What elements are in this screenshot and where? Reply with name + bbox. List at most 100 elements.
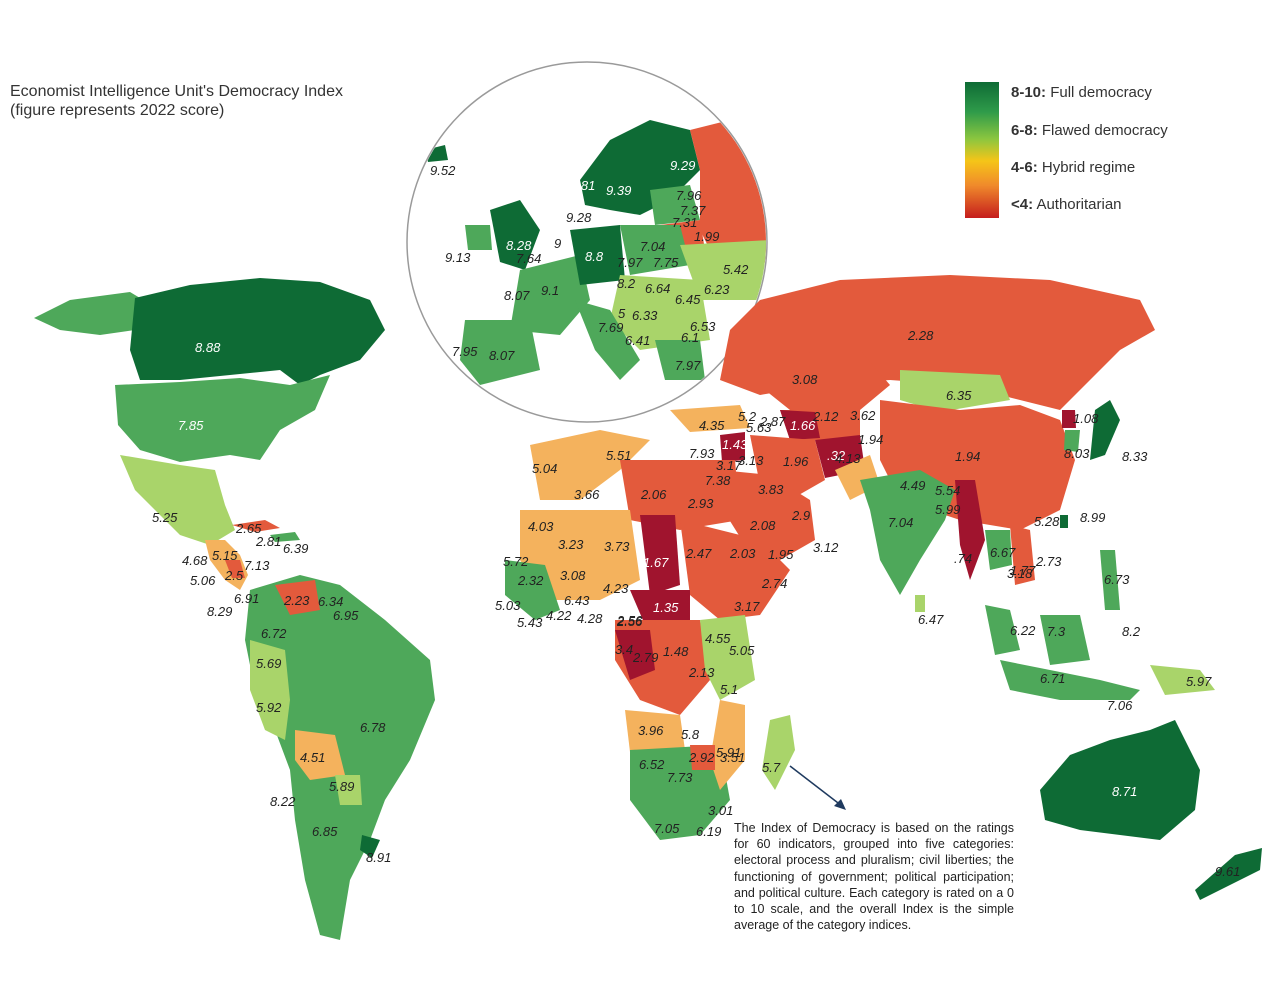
region-alaska xyxy=(34,292,140,335)
score-label-usa: 7.85 xyxy=(178,418,204,433)
score-label-bhutan: 5.54 xyxy=(935,483,960,498)
score-label-car: 1.35 xyxy=(653,600,679,615)
score-label-ecuador: 5.69 xyxy=(256,656,281,671)
score-label-indonesia: 6.71 xyxy=(1040,671,1065,686)
region-ecuador-peru xyxy=(250,640,290,740)
score-label-brazil: 6.78 xyxy=(360,720,386,735)
region-central-africa xyxy=(630,590,690,625)
score-label-south-korea: 8.03 xyxy=(1064,446,1090,461)
methodology-note: The Index of Democracy is based on the r… xyxy=(734,821,1014,933)
score-label-hong-kong: 5.28 xyxy=(1034,514,1060,529)
region-turkmenistan xyxy=(780,410,820,440)
score-label-iran: 1.96 xyxy=(783,454,809,469)
score-label-png-north: 8.2 xyxy=(1122,624,1141,639)
legend: 8-10: Full democracy 6-8: Flawed democra… xyxy=(965,82,1205,222)
score-label-malaysia: 7.3 xyxy=(1047,624,1066,639)
region-bolivia xyxy=(295,730,345,780)
score-label-gabon: 3.4 xyxy=(615,642,633,657)
region-north-korea xyxy=(1062,410,1076,428)
score-label-el-salvador: 5.06 xyxy=(190,573,216,588)
score-label-lebanon: 3.17 xyxy=(716,458,742,473)
score-label-kazakhstan: 3.08 xyxy=(792,372,818,387)
score-label-bangladesh: 5.99 xyxy=(935,502,960,517)
region-india xyxy=(860,470,955,595)
region-indonesia xyxy=(1000,660,1140,700)
region-angola xyxy=(625,710,685,752)
score-label-guinea: 2.32 xyxy=(517,573,544,588)
score-label-suriname: 6.95 xyxy=(333,608,359,623)
region-vietnam xyxy=(1010,525,1035,585)
score-label-peru: 5.92 xyxy=(256,700,282,715)
region-cuba xyxy=(232,520,280,532)
score-label-ivory-coast: 4.28 xyxy=(577,611,603,626)
score-label-uzbekistan: 2.12 xyxy=(812,409,839,424)
score-label-australia: 8.71 xyxy=(1112,784,1137,799)
region-png xyxy=(1150,665,1215,695)
score-label-romania: 6.45 xyxy=(675,292,701,307)
score-label-ireland: 9.13 xyxy=(445,250,471,265)
score-label-north-korea: 1.08 xyxy=(1073,411,1099,426)
score-label-pakistan: 4.13 xyxy=(835,451,861,466)
region-sahel xyxy=(520,510,640,600)
score-label-iraq: 3.13 xyxy=(738,453,764,468)
score-label-singapore: 6.22 xyxy=(1010,623,1036,638)
score-label-congo: 2.79 xyxy=(632,650,658,665)
score-label-netherlands: 9 xyxy=(554,236,561,251)
score-label-bolivia: 4.51 xyxy=(300,750,325,765)
title-line1: Economist Intelligence Unit's Democracy … xyxy=(10,83,343,100)
score-label-iceland: 9.52 xyxy=(430,163,456,178)
region-sudan-horn xyxy=(680,520,790,620)
score-label-nicaragua: 2.5 xyxy=(224,568,244,583)
legend-label: Full democracy xyxy=(1050,84,1152,101)
region-japan xyxy=(1090,400,1120,460)
score-label-venezuela: 2.23 xyxy=(283,593,310,608)
score-label-thailand: 6.67 xyxy=(990,545,1016,560)
region-philippines xyxy=(1100,550,1120,610)
score-label-uruguay: 8.91 xyxy=(366,850,391,865)
region-sri-lanka xyxy=(915,595,925,612)
score-label-cambodia: 3.18 xyxy=(1007,566,1033,581)
score-label-laos: 1.77 xyxy=(1010,563,1036,578)
score-label-drc: 1.48 xyxy=(663,644,689,659)
score-label-georgia: 5.2 xyxy=(738,409,757,424)
region-libya-egypt xyxy=(620,460,740,530)
score-label-france: 8.07 xyxy=(504,288,530,303)
score-label-hungary: 6.64 xyxy=(645,281,670,296)
legend-color-bar xyxy=(965,82,999,218)
region-east-africa xyxy=(700,615,755,700)
score-label-syria: 1.43 xyxy=(722,437,748,452)
score-label-libya: 2.06 xyxy=(640,487,667,502)
region-myanmar xyxy=(955,480,985,580)
score-label-finland: 9.29 xyxy=(670,158,695,173)
score-label-ethiopia: 3.17 xyxy=(734,599,760,614)
region-mongolia xyxy=(900,370,1010,412)
score-label-belgium: 7.64 xyxy=(516,251,541,266)
region-venezuela xyxy=(275,580,320,615)
score-label-italy: 7.69 xyxy=(598,320,623,335)
score-label-turkmenistan: 1.66 xyxy=(790,418,816,433)
region-malaysia xyxy=(985,605,1020,655)
score-label-czechia: 7.97 xyxy=(617,255,643,270)
score-label-spain: 8.07 xyxy=(489,348,515,363)
legend-range: 6-8 xyxy=(1011,122,1033,139)
score-label-tajikistan: 1.94 xyxy=(858,432,883,447)
region-north-africa xyxy=(530,430,650,500)
region-australia xyxy=(1040,720,1200,840)
score-label-chile: 8.22 xyxy=(270,794,296,809)
score-labels: 8.887.855.254.68 5.155.06 2.58.296.912.652… xyxy=(152,158,1240,879)
score-label-honduras: 5.15 xyxy=(212,548,238,563)
score-label-russia: 2.28 xyxy=(907,328,934,343)
score-label-new-zealand: 9.61 xyxy=(1215,864,1240,879)
region-madagascar xyxy=(762,715,795,790)
region-usa xyxy=(115,375,330,462)
legend-range: 8-10 xyxy=(1011,84,1042,101)
score-label-south-africa: 7.05 xyxy=(654,821,680,836)
region-paraguay xyxy=(335,775,362,805)
score-label-belarus: 1.99 xyxy=(694,229,719,244)
region-mexico xyxy=(120,455,235,545)
legend-label: Authoritarian xyxy=(1036,196,1122,213)
score-label-colombia: 6.72 xyxy=(261,626,287,641)
region-nicaragua xyxy=(225,560,245,578)
score-label-uk: 8.28 xyxy=(506,238,532,253)
